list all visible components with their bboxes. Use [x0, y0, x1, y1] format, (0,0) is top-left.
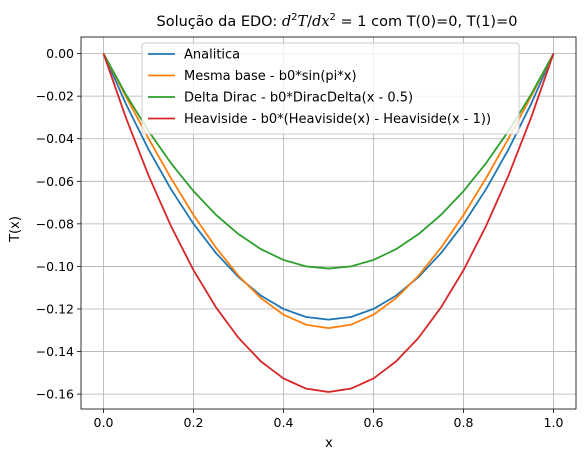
series-line-4	[102, 53, 555, 393]
y-tick-label: −0.08	[36, 216, 74, 231]
y-tick-label: 0.00	[46, 46, 74, 61]
series-lines	[102, 53, 555, 393]
ticks: 0.0 0.2 0.4 0.6 0.8 1.0 0.00 −0.02 −0.04 −0.06 −0.…	[36, 46, 564, 430]
series-line-2	[102, 53, 555, 330]
x-tick-label: 0.0	[94, 415, 114, 430]
x-axis-label: x	[325, 436, 333, 451]
y-tick-label: −0.12	[36, 301, 74, 316]
y-axis-label: T(x)	[8, 216, 23, 243]
legend-box	[141, 42, 520, 135]
legend-label: Delta Dirac - b0*DiracDelta(x - 0.5)	[184, 91, 413, 106]
x-tick-label: 0.4	[274, 415, 294, 430]
y-tick-label: −0.16	[36, 387, 74, 402]
series-line-3	[102, 53, 555, 270]
x-tick-label: 0.6	[364, 415, 384, 430]
legend-label: Heaviside - b0*(Heaviside(x) - Heaviside…	[184, 112, 491, 127]
y-tick-label: −0.14	[36, 344, 74, 359]
series-line-1	[102, 53, 555, 321]
y-tick-label: −0.06	[36, 174, 74, 189]
x-tick-label: 1.0	[544, 415, 564, 430]
y-tick-label: −0.04	[36, 131, 74, 146]
x-tick-label: 0.2	[184, 415, 204, 430]
chart-title: Solução da EDO: d2T/dx2 = 1 com T(0)=0, …	[157, 12, 518, 30]
legend: Analitica Mesma base - b0*sin(pi*x) Delta …	[141, 42, 520, 135]
legend-label: Analitica	[184, 48, 240, 63]
y-tick-label: −0.10	[36, 259, 74, 274]
x-tick-label: 0.8	[454, 415, 474, 430]
legend-label: Mesma base - b0*sin(pi*x)	[184, 69, 357, 84]
y-tick-label: −0.02	[36, 89, 74, 104]
plot-frame	[80, 36, 577, 410]
